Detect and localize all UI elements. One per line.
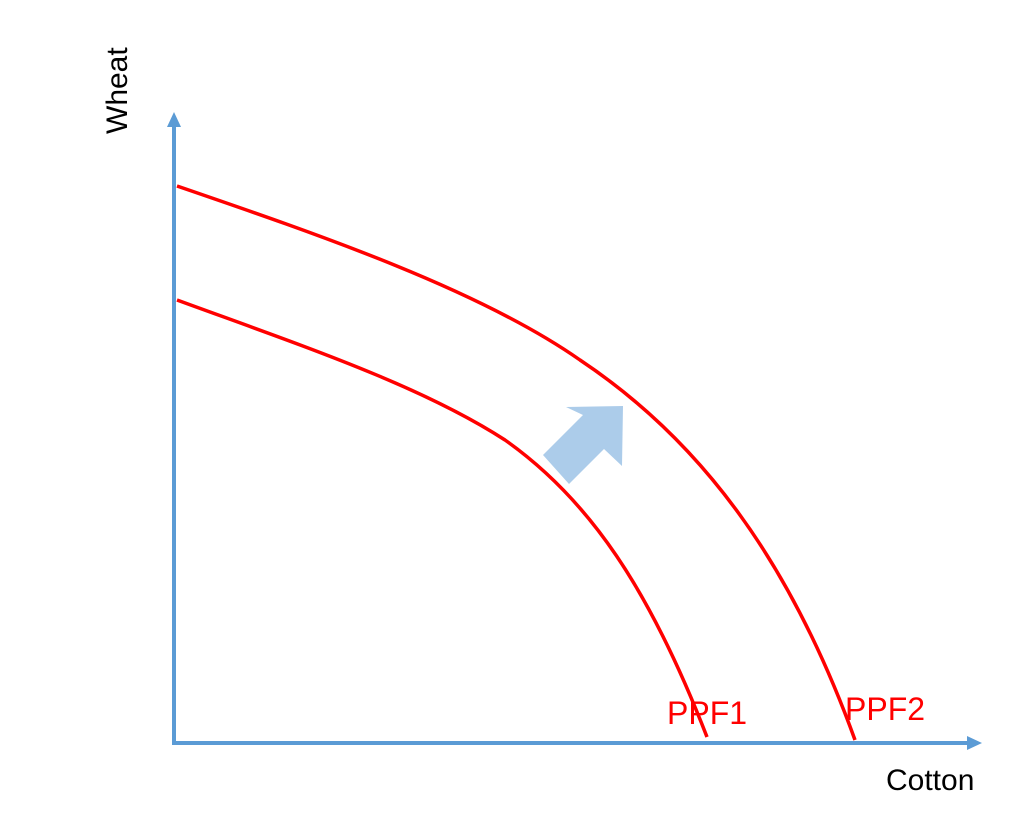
ppf1-label: PPF1 <box>667 695 747 731</box>
y-axis-label: Wheat <box>101 47 134 134</box>
ppf1-curve <box>176 298 709 738</box>
x-axis <box>172 736 982 750</box>
y-axis-arrowhead <box>167 112 181 127</box>
ppf2-label: PPF2 <box>845 691 925 727</box>
shift-arrow-icon <box>543 406 623 484</box>
ppf2-curve <box>176 184 857 741</box>
x-axis-label: Cotton <box>886 764 974 797</box>
y-axis <box>167 112 181 744</box>
x-axis-arrowhead <box>967 736 982 750</box>
